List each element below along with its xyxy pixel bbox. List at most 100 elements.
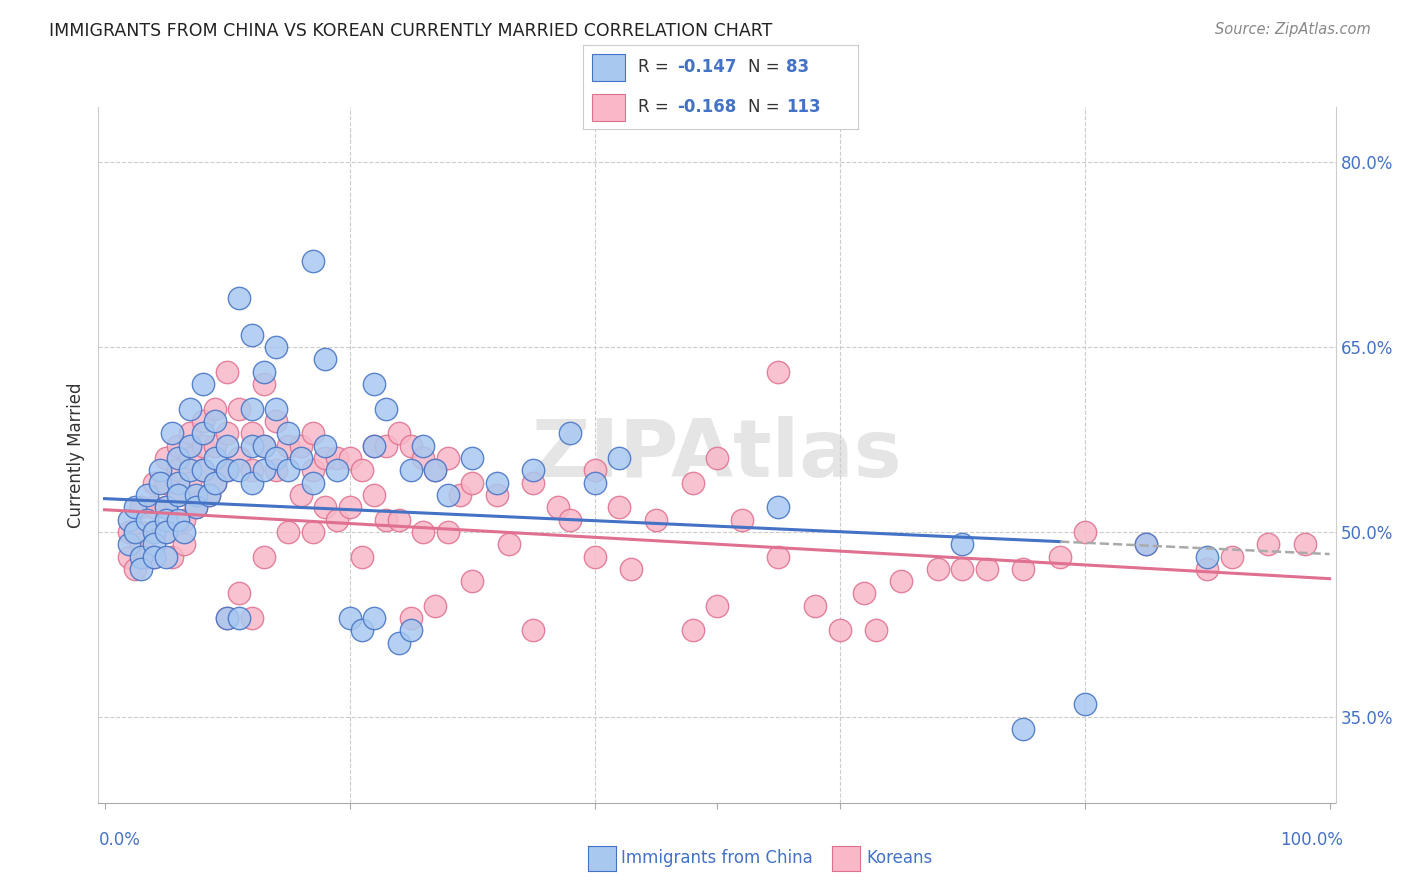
Point xyxy=(129,500,152,515)
Point xyxy=(253,365,276,379)
Point xyxy=(160,549,183,564)
Point xyxy=(240,475,263,490)
Point xyxy=(264,340,287,354)
Point xyxy=(142,524,165,539)
Point xyxy=(461,450,484,465)
Point xyxy=(547,500,569,515)
Point xyxy=(240,439,263,453)
Point xyxy=(1135,537,1157,551)
Point xyxy=(436,524,458,539)
Point xyxy=(264,401,287,416)
Point xyxy=(129,524,152,539)
Point xyxy=(191,377,214,392)
Point xyxy=(240,327,263,342)
Point xyxy=(498,537,520,551)
Point xyxy=(583,549,606,564)
Text: 0.0%: 0.0% xyxy=(98,831,141,849)
Point xyxy=(290,488,312,502)
Point xyxy=(1197,562,1219,576)
Point xyxy=(277,426,299,441)
Point xyxy=(425,463,447,477)
Point xyxy=(350,549,373,564)
Point xyxy=(412,439,434,453)
Point xyxy=(399,439,422,453)
Point xyxy=(191,463,214,477)
Point xyxy=(204,414,226,428)
Point xyxy=(215,463,238,477)
Point xyxy=(950,537,973,551)
Point xyxy=(149,475,172,490)
Point xyxy=(118,524,141,539)
Point xyxy=(191,426,214,441)
Point xyxy=(142,524,165,539)
Point xyxy=(314,352,336,367)
Point xyxy=(301,475,323,490)
Point xyxy=(167,463,190,477)
Point xyxy=(228,401,250,416)
Point xyxy=(363,377,385,392)
Point xyxy=(118,549,141,564)
Point xyxy=(290,439,312,453)
Text: 100.0%: 100.0% xyxy=(1279,831,1343,849)
Point xyxy=(976,562,998,576)
Point xyxy=(350,463,373,477)
Point xyxy=(339,611,361,625)
Point xyxy=(425,463,447,477)
Point xyxy=(314,500,336,515)
Point xyxy=(607,450,630,465)
Point xyxy=(339,450,361,465)
Text: N =: N = xyxy=(748,98,785,116)
Point xyxy=(399,624,422,638)
Point xyxy=(730,512,752,526)
Point xyxy=(301,254,323,268)
Point xyxy=(142,549,165,564)
Point xyxy=(142,500,165,515)
Point xyxy=(179,475,201,490)
Point xyxy=(215,439,238,453)
Point xyxy=(399,463,422,477)
Point xyxy=(167,475,190,490)
Point xyxy=(522,463,544,477)
Point xyxy=(399,611,422,625)
Point xyxy=(129,537,152,551)
Text: 83: 83 xyxy=(786,59,810,77)
Point xyxy=(558,512,581,526)
Point xyxy=(155,524,177,539)
Point xyxy=(155,450,177,465)
Point xyxy=(186,500,208,515)
Point xyxy=(558,426,581,441)
Point xyxy=(1073,524,1095,539)
Point xyxy=(375,401,398,416)
Point xyxy=(186,488,208,502)
Point xyxy=(264,450,287,465)
Point xyxy=(228,611,250,625)
Point xyxy=(363,439,385,453)
Point xyxy=(375,512,398,526)
Point xyxy=(1257,537,1279,551)
Point xyxy=(155,475,177,490)
Point xyxy=(768,365,790,379)
Point xyxy=(215,365,238,379)
Point xyxy=(583,475,606,490)
Point xyxy=(191,463,214,477)
Point xyxy=(191,439,214,453)
Point xyxy=(155,512,177,526)
Point xyxy=(326,512,349,526)
Point xyxy=(363,439,385,453)
Point xyxy=(167,488,190,502)
Point xyxy=(301,524,323,539)
Point xyxy=(1012,562,1035,576)
Point xyxy=(277,463,299,477)
Point xyxy=(142,475,165,490)
Point xyxy=(350,624,373,638)
Point xyxy=(314,450,336,465)
Point xyxy=(179,439,201,453)
Point xyxy=(264,414,287,428)
Point xyxy=(160,426,183,441)
Point xyxy=(197,488,219,502)
Point xyxy=(927,562,949,576)
Point xyxy=(167,450,190,465)
Point xyxy=(179,426,201,441)
Point xyxy=(436,488,458,502)
Point xyxy=(301,463,323,477)
